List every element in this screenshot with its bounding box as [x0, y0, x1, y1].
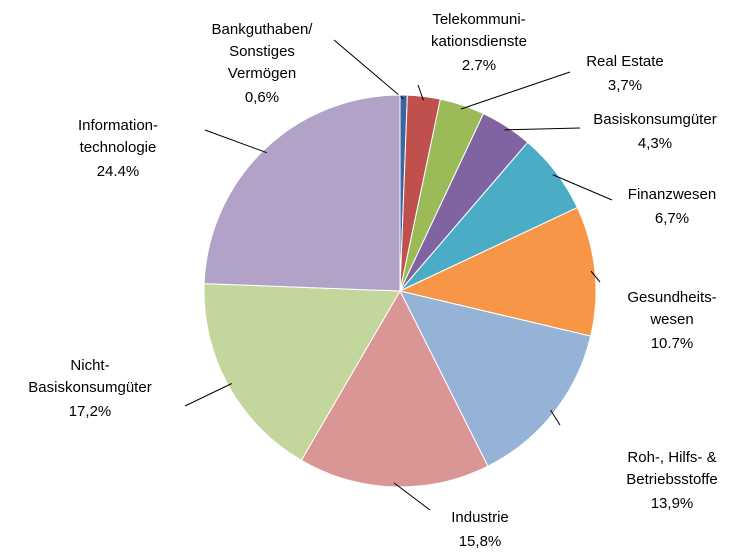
value-label: 3,7% [608, 77, 642, 94]
value-label: 2.7% [462, 57, 496, 74]
leader-line [504, 127, 581, 131]
pie-slice [399, 290, 592, 467]
slice-label: Basiskonsumgüter [593, 111, 716, 128]
slice-label-line: wesen [649, 311, 693, 328]
pie-slice [300, 289, 489, 488]
leader-line [550, 409, 561, 426]
pie-slice [203, 94, 401, 292]
leader-line [460, 71, 571, 110]
slice-label-line: Nicht- [70, 357, 109, 374]
slice-label-line: Industrie [451, 509, 509, 526]
slice-label: Information-technologie [78, 117, 158, 156]
slice-label-line: Finanzwesen [628, 186, 716, 203]
slice-label: Gesundheits-wesen [627, 289, 716, 328]
leader-line [552, 174, 613, 201]
slice-label: Finanzwesen [628, 186, 716, 203]
slice-label-line: Roh-, Hilfs- & [627, 449, 716, 466]
leader-line [417, 84, 424, 101]
leader-line [184, 383, 232, 407]
value-label: 4,3% [638, 135, 672, 152]
slice-label-line: technologie [80, 139, 157, 156]
value-label: 6,7% [655, 210, 689, 227]
slice-label-line: Telekommuni- [432, 11, 525, 28]
slice-label-line: Vermögen [228, 65, 296, 82]
leader-line [204, 129, 267, 154]
slice-label-line: Bankguthaben/ [212, 21, 314, 38]
leader-line [333, 39, 404, 100]
slice-label-line: Real Estate [586, 53, 664, 70]
value-label: 24.4% [97, 163, 140, 180]
value-label: 10.7% [651, 335, 694, 352]
slice-label-line: Basiskonsumgüter [28, 379, 151, 396]
slice-label-line: Betriebsstoffe [626, 471, 717, 488]
leader-line [393, 482, 431, 511]
value-label: 13,9% [651, 495, 694, 512]
slice-label: Real Estate [586, 53, 664, 70]
pie-slice [398, 206, 597, 337]
slice-label-line: Information- [78, 117, 158, 134]
leader-line [590, 270, 601, 283]
value-label: 15,8% [459, 533, 502, 550]
slice-label: Industrie [451, 509, 509, 526]
slice-label-line: Basiskonsumgüter [593, 111, 716, 128]
slice-label-line: Sonstiges [229, 43, 295, 60]
value-label: 17,2% [69, 403, 112, 420]
slice-label: Bankguthaben/Sonstiges Vermögen [212, 21, 314, 82]
slice-label: Nicht- Basiskonsumgüter [28, 357, 151, 396]
slice-label: Telekommuni-kationsdienste [431, 11, 527, 50]
slice-label-line: Gesundheits- [627, 289, 716, 306]
slice-label: Roh-, Hilfs- & Betriebsstoffe [626, 449, 717, 488]
slice-label-line: kationsdienste [431, 33, 527, 50]
value-label: 0,6% [245, 89, 279, 106]
